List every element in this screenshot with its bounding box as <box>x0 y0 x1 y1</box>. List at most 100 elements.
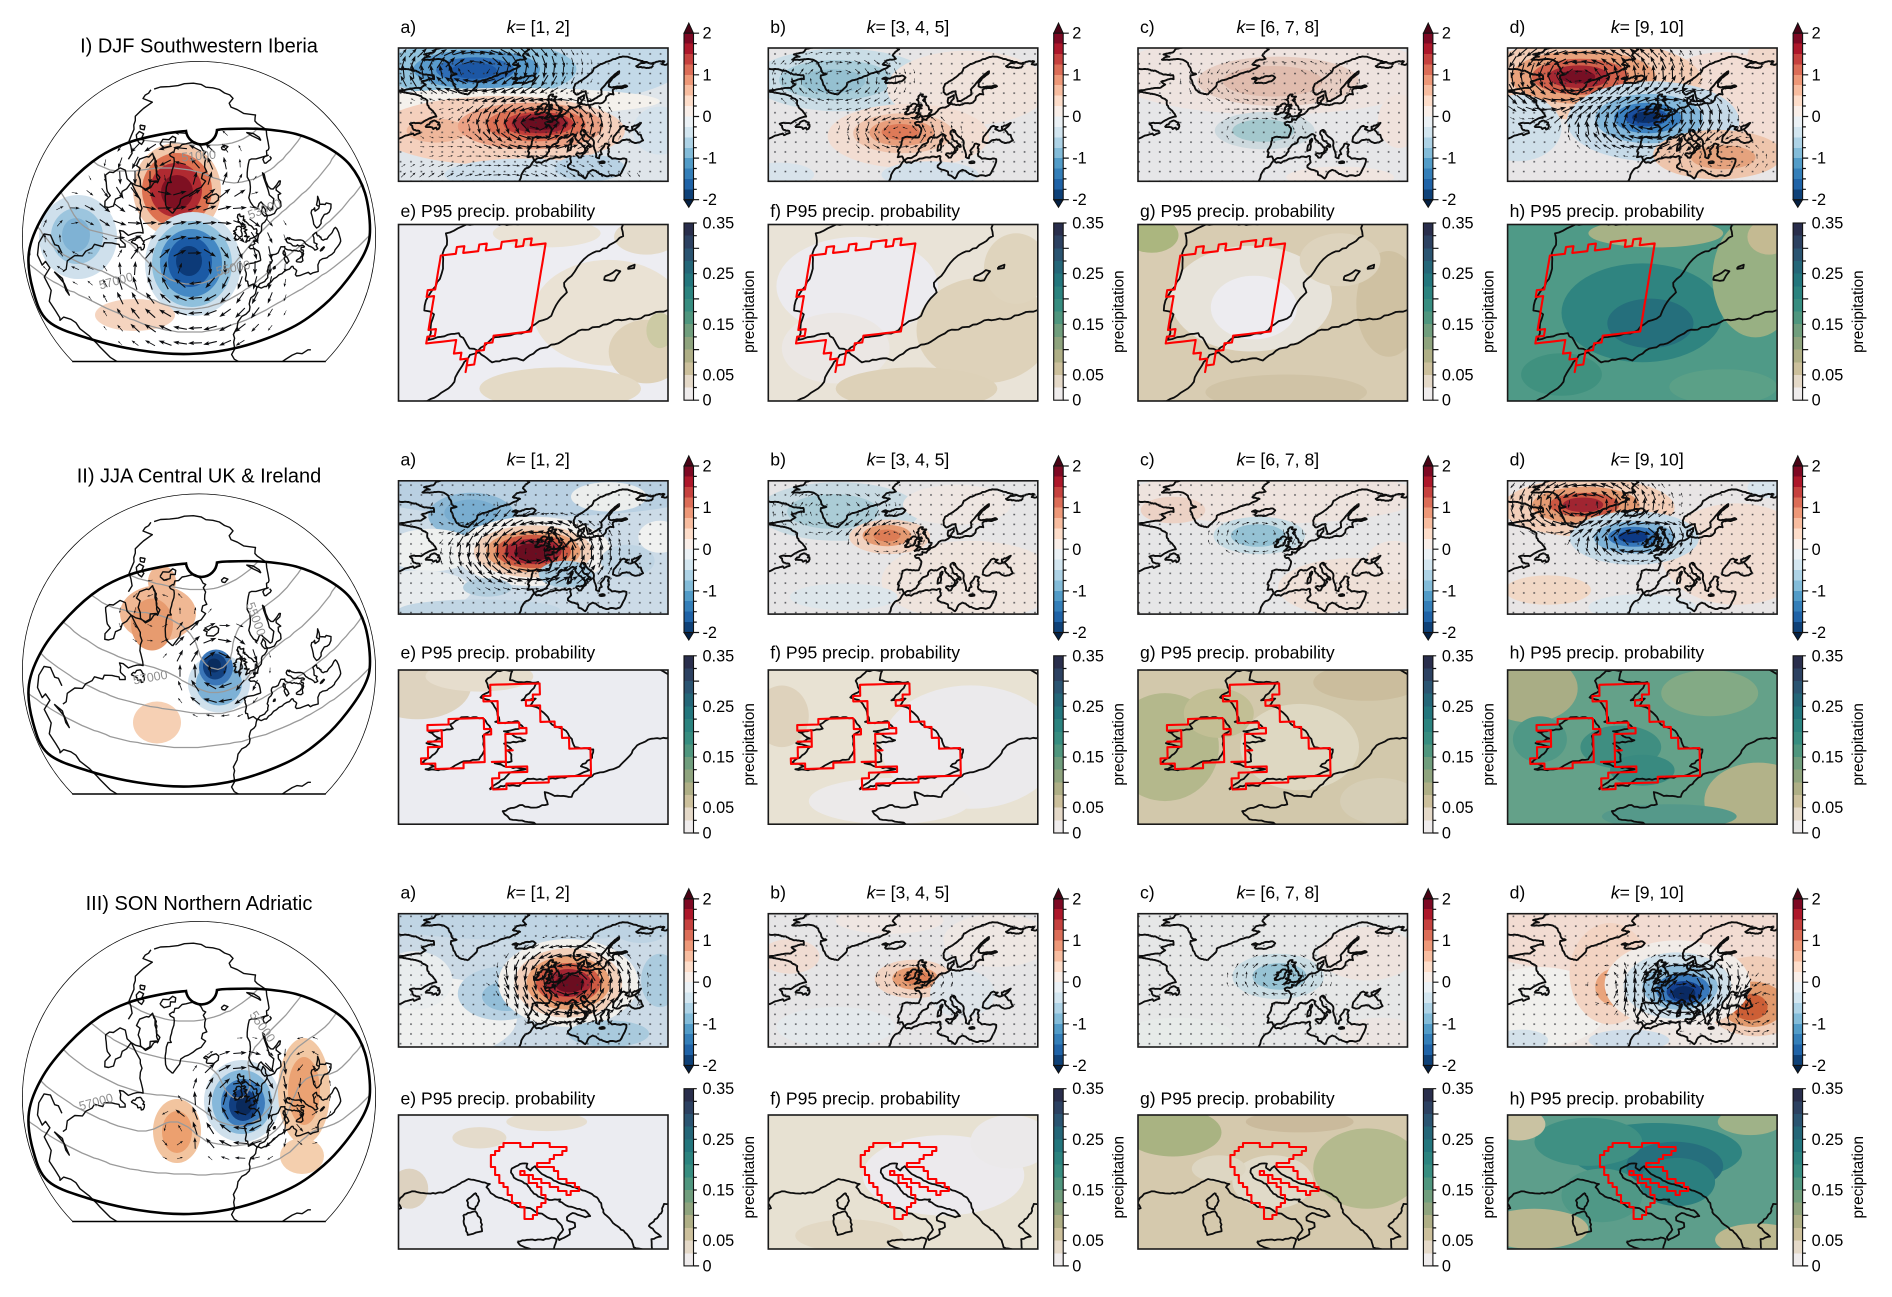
svg-text:0.35: 0.35 <box>703 215 735 233</box>
svg-text:g) P95 precip. probability: g) P95 precip. probability <box>1140 643 1335 663</box>
svg-text:0.35: 0.35 <box>1812 647 1844 665</box>
svg-text:0.05: 0.05 <box>1442 366 1474 384</box>
svg-text:-1: -1 <box>1812 1015 1826 1033</box>
svg-text:0.05: 0.05 <box>703 799 735 817</box>
svg-text:0.05: 0.05 <box>1812 366 1844 384</box>
svg-text:0: 0 <box>1442 974 1451 992</box>
svg-text:-1: -1 <box>1072 150 1086 168</box>
svg-text:k= [9, 10]: k= [9, 10] <box>1611 17 1684 37</box>
svg-text:-1: -1 <box>1812 582 1826 600</box>
svg-text:-2: -2 <box>1812 191 1826 209</box>
svg-text:0.05: 0.05 <box>1072 366 1104 384</box>
svg-text:2: 2 <box>703 25 712 43</box>
svg-text:precipitation: precipitation <box>1111 703 1128 785</box>
svg-text:d): d) <box>1510 883 1526 903</box>
svg-text:0.35: 0.35 <box>703 1080 735 1098</box>
svg-text:0: 0 <box>703 108 712 126</box>
svg-text:1: 1 <box>1072 66 1081 84</box>
svg-text:1: 1 <box>703 66 712 84</box>
svg-text:2: 2 <box>1072 890 1081 908</box>
svg-text:2: 2 <box>1442 25 1451 43</box>
svg-text:1: 1 <box>1812 932 1821 950</box>
svg-text:0.25: 0.25 <box>1072 698 1104 716</box>
svg-text:III) SON Northern Adriatic: III) SON Northern Adriatic <box>86 893 313 915</box>
svg-text:-1: -1 <box>703 150 717 168</box>
svg-text:2: 2 <box>703 890 712 908</box>
svg-text:precipitation: precipitation <box>1111 270 1128 352</box>
svg-text:-1: -1 <box>1072 582 1086 600</box>
svg-text:precipitation: precipitation <box>1850 270 1867 352</box>
svg-text:1: 1 <box>1442 499 1451 517</box>
svg-text:f) P95 precip. probability: f) P95 precip. probability <box>770 1089 960 1109</box>
svg-text:1: 1 <box>1442 66 1451 84</box>
svg-text:0: 0 <box>703 392 712 410</box>
svg-text:-2: -2 <box>703 624 717 642</box>
svg-text:0: 0 <box>1072 392 1081 410</box>
svg-text:0.15: 0.15 <box>1812 316 1844 334</box>
svg-text:-1: -1 <box>1442 582 1456 600</box>
svg-text:k= [3, 4, 5]: k= [3, 4, 5] <box>867 883 950 903</box>
svg-text:0: 0 <box>1442 825 1451 843</box>
svg-text:0.25: 0.25 <box>1072 1131 1104 1149</box>
svg-text:0.25: 0.25 <box>1072 265 1104 283</box>
svg-text:0.05: 0.05 <box>1072 1232 1104 1250</box>
svg-text:0: 0 <box>1812 974 1821 992</box>
svg-text:-1: -1 <box>1072 1015 1086 1033</box>
svg-text:-2: -2 <box>1812 1057 1826 1075</box>
svg-text:0.35: 0.35 <box>703 647 735 665</box>
svg-text:k= [9, 10]: k= [9, 10] <box>1611 450 1684 470</box>
svg-text:k= [1, 2]: k= [1, 2] <box>507 883 570 903</box>
svg-text:b): b) <box>770 17 786 37</box>
svg-text:0: 0 <box>703 974 712 992</box>
svg-text:0.35: 0.35 <box>1072 1080 1104 1098</box>
svg-text:0: 0 <box>1442 392 1451 410</box>
svg-text:k= [1, 2]: k= [1, 2] <box>507 17 570 37</box>
svg-text:1: 1 <box>1812 66 1821 84</box>
svg-text:0.35: 0.35 <box>1442 647 1474 665</box>
svg-text:0.25: 0.25 <box>1442 698 1474 716</box>
svg-text:h) P95 precip. probability: h) P95 precip. probability <box>1510 1089 1705 1109</box>
svg-text:51000: 51000 <box>181 148 217 165</box>
svg-text:-1: -1 <box>1812 150 1826 168</box>
svg-text:2: 2 <box>1072 25 1081 43</box>
svg-text:1: 1 <box>1072 499 1081 517</box>
svg-text:2: 2 <box>1812 890 1821 908</box>
svg-text:a): a) <box>401 883 417 903</box>
svg-text:k= [6, 7, 8]: k= [6, 7, 8] <box>1236 450 1319 470</box>
svg-text:precipitation: precipitation <box>1480 270 1497 352</box>
svg-text:-2: -2 <box>703 191 717 209</box>
svg-text:0.25: 0.25 <box>703 265 735 283</box>
svg-text:0: 0 <box>1812 541 1821 559</box>
svg-text:k= [6, 7, 8]: k= [6, 7, 8] <box>1236 17 1319 37</box>
svg-text:precipitation: precipitation <box>1111 1136 1128 1218</box>
svg-text:g) P95 precip. probability: g) P95 precip. probability <box>1140 1089 1335 1109</box>
svg-text:0.15: 0.15 <box>1442 1182 1474 1200</box>
svg-text:0.35: 0.35 <box>1442 1080 1474 1098</box>
svg-text:1: 1 <box>703 932 712 950</box>
svg-text:d): d) <box>1510 17 1526 37</box>
svg-text:0.05: 0.05 <box>1812 1232 1844 1250</box>
svg-text:e) P95 precip. probability: e) P95 precip. probability <box>401 643 596 663</box>
svg-text:-2: -2 <box>1442 1057 1456 1075</box>
svg-text:0.25: 0.25 <box>1812 1131 1844 1149</box>
svg-text:0: 0 <box>703 541 712 559</box>
svg-text:d): d) <box>1510 450 1526 470</box>
svg-text:-2: -2 <box>1442 191 1456 209</box>
svg-text:0.05: 0.05 <box>703 366 735 384</box>
svg-text:0.05: 0.05 <box>1812 799 1844 817</box>
svg-text:b): b) <box>770 883 786 903</box>
svg-text:0: 0 <box>703 825 712 843</box>
svg-text:0.15: 0.15 <box>1442 316 1474 334</box>
svg-text:0.35: 0.35 <box>1812 1080 1844 1098</box>
svg-text:0: 0 <box>1812 825 1821 843</box>
svg-text:0.35: 0.35 <box>1072 215 1104 233</box>
svg-text:precipitation: precipitation <box>1480 1136 1497 1218</box>
svg-text:0: 0 <box>1812 392 1821 410</box>
svg-text:2: 2 <box>1442 458 1451 476</box>
svg-text:a): a) <box>401 17 417 37</box>
svg-text:0: 0 <box>1072 108 1081 126</box>
svg-text:0.25: 0.25 <box>703 1131 735 1149</box>
svg-text:precipitation: precipitation <box>741 703 758 785</box>
svg-text:0: 0 <box>1442 1257 1451 1275</box>
svg-text:2: 2 <box>1442 890 1451 908</box>
